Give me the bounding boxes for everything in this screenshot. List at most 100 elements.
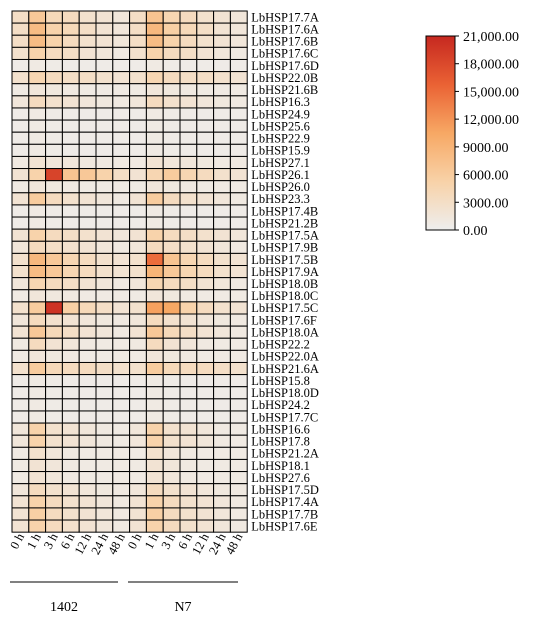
heatmap-cell [78,131,97,145]
heatmap-cell [162,265,181,279]
heatmap-cell [145,277,164,291]
heatmap-cell [229,349,248,363]
heatmap-cell [129,58,147,73]
heatmap-cell [11,434,30,448]
heatmap-cell [145,483,164,497]
heatmap-cell [162,46,181,60]
colorbar-tick-label: 3000.00 [463,196,509,211]
heatmap-cell [229,265,248,279]
heatmap-cell [162,458,181,473]
row-label: LbHSP17.8 [251,435,310,449]
heatmap-cell [213,58,231,73]
heatmap-cell [112,204,131,218]
heatmap-cell [112,240,131,254]
heatmap-cell [11,240,30,254]
heatmap-cell [61,155,80,170]
heatmap-cell [179,410,198,424]
heatmap-cell [112,83,131,97]
heatmap-cell [11,410,30,424]
heatmap-cell [112,483,131,497]
heatmap-cell [129,155,147,170]
heatmap-cell [112,434,131,448]
heatmap-cell [95,471,114,485]
heatmap-cell [129,386,147,400]
heatmap-cell [45,95,63,109]
heatmap-cell [145,180,164,194]
heatmap-cell [28,71,47,85]
heatmap-cell [145,265,164,279]
heatmap-cell [28,204,47,218]
row-labels: LbHSP17.7ALbHSP17.6ALbHSP17.6BLbHSP17.6C… [251,10,319,533]
heatmap-cell [11,252,30,267]
heatmap-cell [213,155,231,170]
heatmap-cell [229,119,248,133]
heatmap-cell [162,495,181,509]
heatmap-cell [229,507,248,521]
heatmap-cell [112,143,131,157]
heatmap-cell [196,349,215,363]
heatmap-cell [78,386,97,400]
heatmap-cell [78,519,97,533]
heatmap-cell [229,337,248,351]
heatmap-cell [213,10,231,24]
heatmap-cell [78,95,97,109]
group-labels: 1402 N7 [10,581,238,615]
heatmap-cell [61,495,80,509]
row-label: LbHSP18.1 [251,459,310,473]
row-label: LbHSP17.9B [251,241,318,255]
heatmap-cell [45,192,63,206]
heatmap-cell [112,398,131,412]
heatmap-cell [179,398,198,412]
heatmap-cell [145,192,164,206]
heatmap-cell [162,507,181,521]
heatmap-cell [95,495,114,509]
heatmap-cell [129,398,147,412]
row-label: LbHSP18.0B [251,277,318,291]
heatmap-cell [28,131,47,145]
heatmap-cell [112,519,131,533]
heatmap-cell [45,119,63,133]
heatmap-cell [95,483,114,497]
heatmap-cell [229,422,248,436]
heatmap-cell [28,471,47,485]
heatmap-cell [61,483,80,497]
heatmap-cell [61,471,80,485]
heatmap-cell [61,277,80,291]
group-label: 1402 [50,600,78,615]
heatmap-cell [196,107,215,121]
row-label: LbHSP22.0A [251,350,319,364]
heatmap-cell [179,10,198,24]
heatmap-cell [61,252,80,267]
heatmap-cell [129,495,147,509]
heatmap-cell [45,83,63,97]
heatmap-cell [112,471,131,485]
heatmap-cell [11,313,30,327]
heatmap-cell [179,386,198,400]
heatmap-cell [95,155,114,170]
heatmap-cell [45,325,63,339]
heatmap-cell [213,398,231,412]
heatmap-cell [145,216,164,230]
heatmap-cell [229,495,248,509]
heatmap-cell [129,10,147,24]
heatmap-cell [45,301,63,315]
heatmap-cell [162,240,181,254]
heatmap-cell [162,361,181,376]
heatmap-cell [145,301,164,315]
heatmap-cell [179,495,198,509]
heatmap-cell [129,325,147,339]
heatmap-cell [179,131,198,145]
group-label: N7 [174,600,191,615]
heatmap-cell [179,446,198,460]
heatmap-cell [45,168,63,182]
heatmap-cell [95,119,114,133]
heatmap-cell [95,71,114,85]
heatmap-cell [179,434,198,448]
heatmap-cell [45,446,63,460]
heatmap-cell [145,58,164,73]
heatmap-cell [78,204,97,218]
heatmap-cell [129,361,147,376]
heatmap-cell [162,374,181,388]
heatmap-cell [213,325,231,339]
heatmap-cell [145,495,164,509]
